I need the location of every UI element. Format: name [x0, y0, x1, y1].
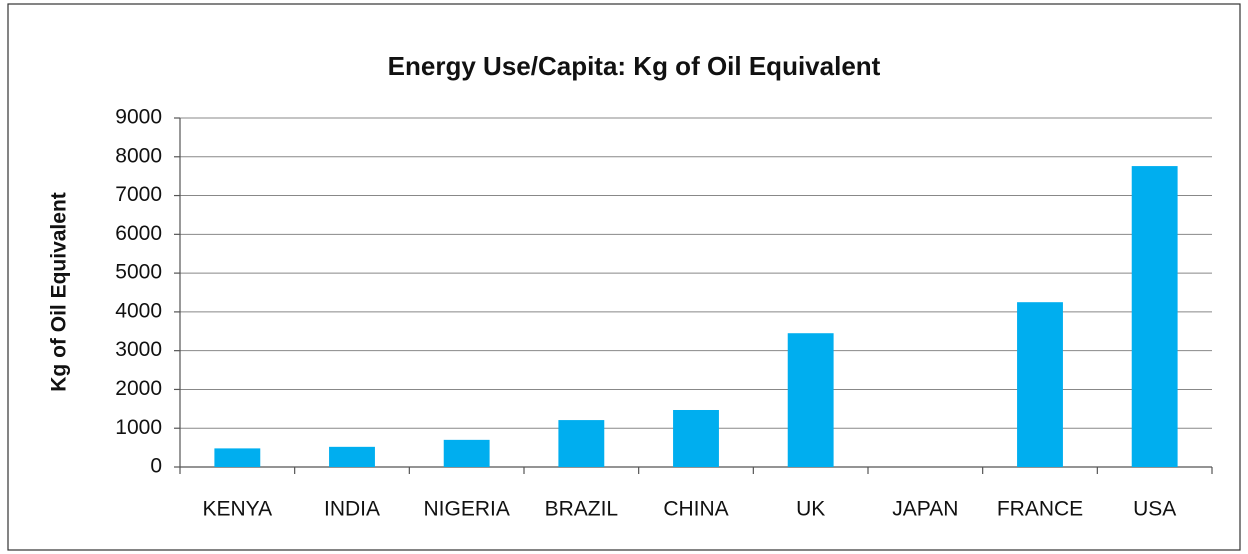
bar	[329, 446, 375, 467]
y-axis-label: Kg of Oil Equivalent	[48, 192, 71, 392]
y-tick-label: 0	[150, 455, 162, 478]
x-tick-label: UK	[796, 498, 825, 521]
x-tick-label: BRAZIL	[545, 498, 619, 521]
x-tick-label: FRANCE	[997, 498, 1083, 521]
y-tick-label: 9000	[115, 106, 162, 129]
y-tick-label: 7000	[115, 183, 162, 206]
bar	[787, 333, 834, 467]
x-tick-label: JAPAN	[892, 498, 958, 521]
x-tick-label: USA	[1133, 498, 1176, 521]
x-tick-label: INDIA	[324, 498, 380, 521]
x-tick-label: KENYA	[203, 498, 273, 521]
chart-frame	[7, 3, 1241, 551]
bar	[558, 420, 605, 467]
y-tick-label: 5000	[115, 261, 162, 284]
y-tick-label: 3000	[115, 338, 162, 361]
bar	[1017, 302, 1063, 467]
x-tick-label: NIGERIA	[423, 498, 509, 521]
y-tick-label: 6000	[115, 222, 162, 245]
bar	[443, 439, 490, 467]
y-tick-label: 2000	[115, 377, 162, 400]
chart-title: Energy Use/Capita: Kg of Oil Equivalent	[388, 51, 881, 81]
y-tick-label: 4000	[115, 299, 162, 322]
bar	[1131, 166, 1178, 467]
y-tick-label: 8000	[115, 144, 162, 167]
y-tick-label: 1000	[115, 416, 162, 439]
bar	[214, 448, 261, 467]
x-tick-label: CHINA	[663, 498, 728, 521]
bar	[673, 409, 719, 467]
